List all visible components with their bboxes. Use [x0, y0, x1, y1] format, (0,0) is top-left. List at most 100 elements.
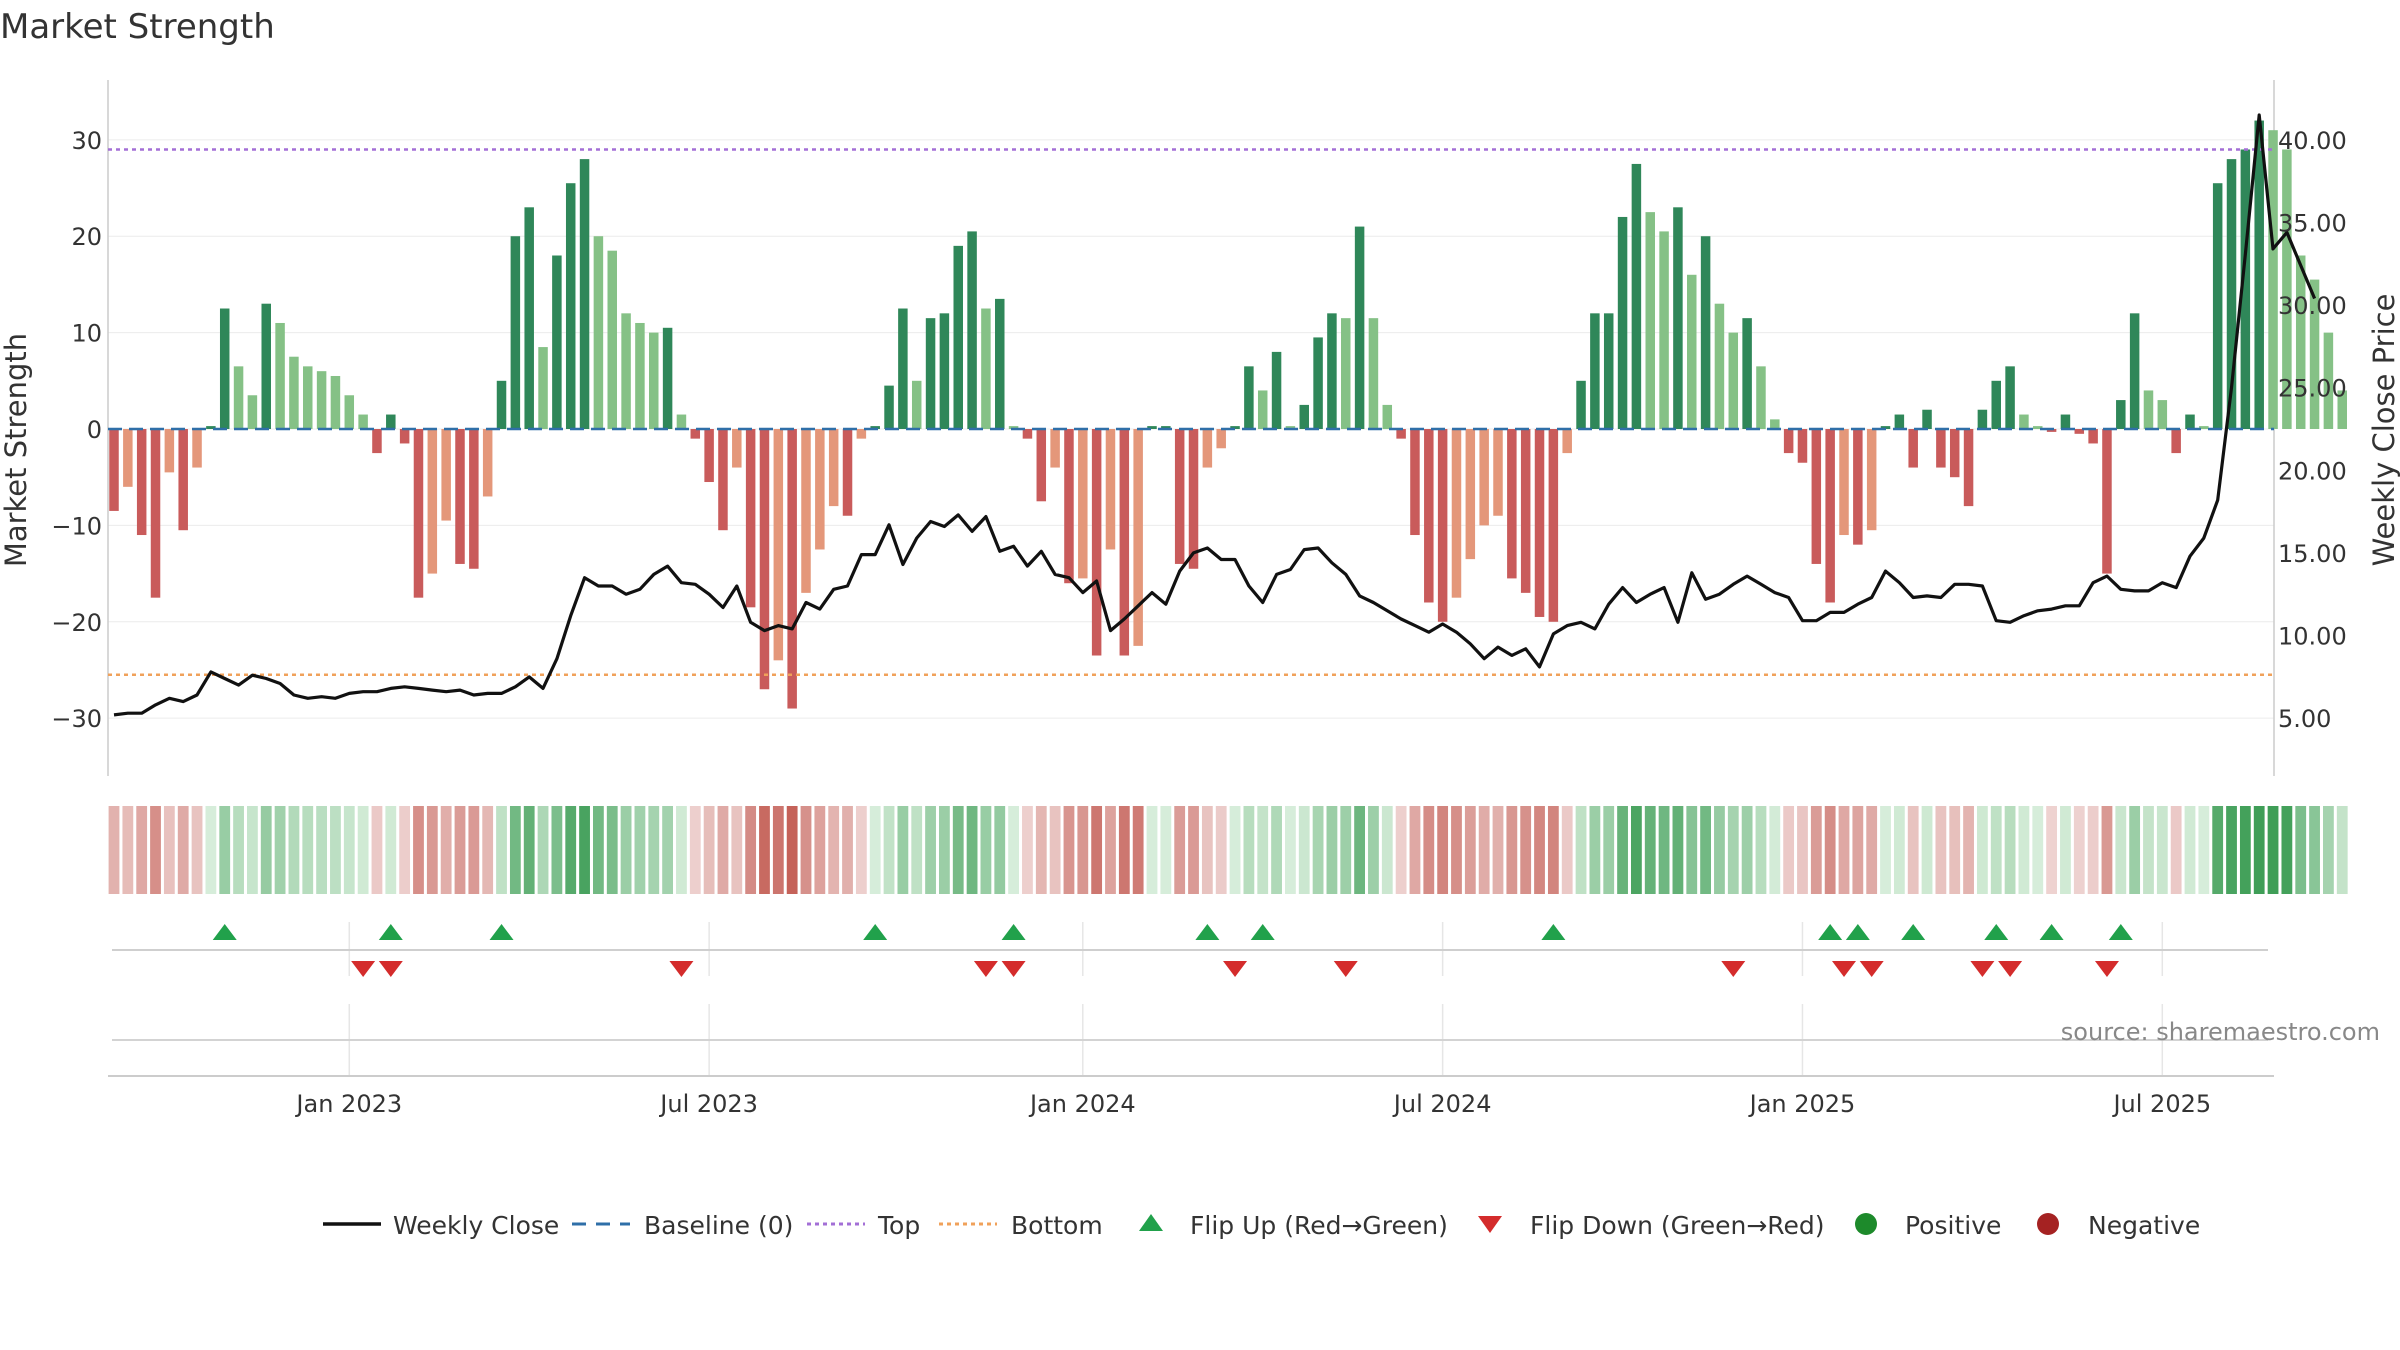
heat-cell	[2309, 806, 2320, 894]
heat-cell	[648, 806, 660, 894]
strength-bar	[2268, 130, 2278, 429]
source-label: source: sharemaestro.com	[2061, 1018, 2380, 1046]
heat-cell	[1049, 806, 1061, 894]
heat-cell	[1575, 806, 1587, 894]
y2-tick-label: 10.00	[2278, 623, 2347, 651]
strength-bar	[2046, 429, 2057, 432]
y2-tick-label: 40.00	[2278, 127, 2347, 155]
heat-cell	[1174, 806, 1186, 894]
heat-cell	[1990, 806, 2002, 894]
strength-bar	[1922, 409, 1932, 429]
strength-bar	[773, 429, 784, 661]
heat-cell	[565, 806, 577, 894]
flip-down-marker	[1001, 961, 1026, 977]
heat-cell	[1534, 806, 1545, 894]
strength-bar	[787, 429, 797, 709]
heat-cell	[925, 806, 936, 894]
strength-bar	[1354, 226, 1365, 429]
heat-cell	[1146, 806, 1158, 894]
legend-flip-up: Flip Up (Red→Green)	[1190, 1211, 1448, 1240]
heat-cell	[1340, 806, 1352, 894]
strength-bar	[1064, 429, 1074, 584]
strength-bar	[247, 395, 258, 429]
flip-down-marker	[1859, 961, 1884, 977]
strength-bar	[1520, 429, 1531, 593]
strength-bar	[2143, 390, 2154, 429]
x-axis: Jan 2023 Jul 2023 Jan 2024 Jul 2024 Jan 2025…	[294, 1090, 2211, 1118]
strength-bar	[219, 308, 230, 429]
heat-cell	[980, 806, 992, 894]
heat-cell	[371, 806, 383, 894]
strength-bar	[455, 429, 465, 564]
flip-down-marker	[1333, 961, 1358, 977]
heat-cell	[219, 806, 231, 894]
strength-bar	[1271, 351, 1282, 429]
strength-bar	[2129, 313, 2140, 429]
flip-up-marker	[212, 924, 237, 940]
heat-cell	[496, 806, 507, 894]
heat-cell	[814, 806, 826, 894]
heat-cell	[1907, 806, 1919, 894]
strength-bar	[233, 366, 244, 429]
strength-bar	[275, 322, 285, 429]
heat-cell	[205, 806, 217, 894]
strength-bar	[981, 308, 991, 429]
heat-cell	[1035, 806, 1047, 894]
y2-tick-label: 5.00	[2278, 705, 2331, 733]
legend-positive: Positive	[1905, 1211, 2001, 1240]
heat-cell	[1672, 806, 1684, 894]
x-tick-label: Jan 2024	[1028, 1090, 1136, 1118]
strength-bar	[1479, 429, 1489, 526]
heat-cell	[108, 806, 120, 894]
heat-cell	[509, 806, 521, 894]
strength-bar	[510, 236, 521, 429]
heat-cell	[1603, 806, 1615, 894]
heat-cell	[122, 806, 134, 894]
strength-bar	[856, 429, 867, 439]
heat-cell	[855, 806, 867, 894]
heat-cell	[1105, 806, 1116, 894]
heat-cell	[939, 806, 950, 894]
strength-bar	[2102, 429, 2112, 574]
heat-cell	[1631, 806, 1642, 894]
heat-cell	[163, 806, 175, 894]
heat-cell	[1838, 806, 1850, 894]
strength-bar	[1977, 409, 1988, 429]
heat-cell	[274, 806, 286, 894]
strength-bar	[1202, 429, 1213, 468]
heat-cell	[994, 806, 1006, 894]
flip-up-marker	[378, 924, 403, 940]
heat-cell	[1478, 806, 1490, 894]
strength-bar	[1700, 236, 1711, 429]
heat-cell	[357, 806, 369, 894]
strength-bar	[676, 414, 687, 429]
heat-cell	[662, 806, 673, 894]
heat-cell	[385, 806, 397, 894]
flip-down-marker	[351, 961, 376, 977]
flip-up-marker	[1195, 924, 1220, 940]
heat-cell	[1381, 806, 1393, 894]
strength-bar	[427, 429, 438, 574]
strength-bar	[2295, 255, 2306, 429]
strength-bar	[593, 236, 604, 429]
heat-cell	[288, 806, 300, 894]
heat-cell	[1201, 806, 1213, 894]
heat-cell	[1963, 806, 1974, 894]
heat-cell	[1326, 806, 1338, 894]
heat-cell	[1727, 806, 1739, 894]
heat-cell	[786, 806, 798, 894]
heat-cell	[2239, 806, 2251, 894]
heat-cell	[316, 806, 327, 894]
heat-cell	[620, 806, 632, 894]
legend: Weekly Close Baseline (0) Top Bottom Fli…	[323, 1211, 2200, 1240]
heat-cell	[1257, 806, 1269, 894]
heat-cell	[1658, 806, 1670, 894]
heat-cell	[1008, 806, 1019, 894]
strength-bar	[1534, 429, 1545, 617]
strength-bar	[1091, 429, 1102, 656]
y-tick-label: −20	[51, 609, 102, 637]
strength-bar	[1022, 429, 1033, 439]
heat-cell	[1893, 806, 1905, 894]
x-tick-label: Jul 2025	[2111, 1090, 2211, 1118]
heat-cell	[2046, 806, 2057, 894]
